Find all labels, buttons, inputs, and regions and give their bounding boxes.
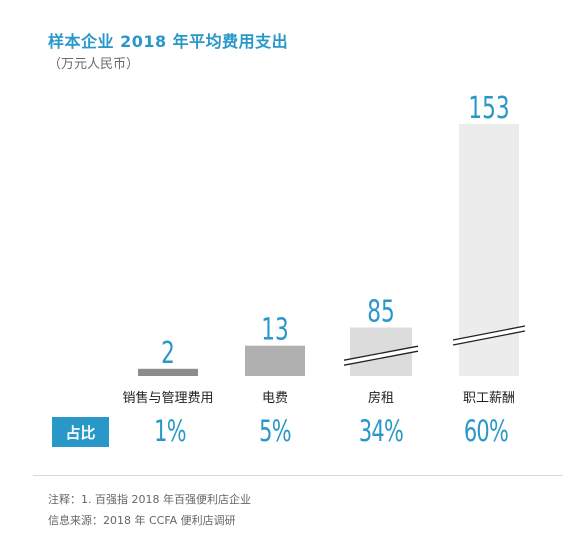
value-label-rent: 85 [367, 295, 394, 329]
bar-electricity [245, 345, 305, 376]
category-label-sales-admin: 销售与管理费用 [122, 391, 214, 406]
bar-chart: 2 13 85 153 [138, 92, 526, 376]
footer-note: 注释：1. 百强指 2018 年百强便利店企业 [48, 493, 251, 506]
chart-unit: （万元人民币） [48, 57, 140, 72]
footer-source: 信息来源：2018 年 CCFA 便利店调研 [48, 514, 236, 527]
share-value-salary: 60% [463, 414, 509, 448]
footer-divider [33, 475, 563, 476]
category-label-electricity: 电费 [261, 391, 289, 406]
share-badge: 占比 [52, 417, 109, 447]
share-value-sales-admin: 1% [154, 414, 186, 448]
category-label-rent: 房租 [367, 391, 395, 406]
axis-break-rent [343, 345, 419, 366]
value-label-electricity: 13 [261, 313, 288, 347]
share-value-electricity: 5% [259, 414, 291, 448]
chart-title: 样本企业 2018 年平均费用支出 [48, 32, 289, 51]
share-value-rent: 34% [358, 414, 404, 448]
value-label-sales-admin: 2 [161, 336, 175, 370]
category-label-salary: 职工薪酬 [462, 391, 516, 406]
value-label-salary: 153 [468, 92, 509, 126]
bar-sales-admin [138, 368, 198, 376]
axis-break-salary [452, 325, 526, 346]
